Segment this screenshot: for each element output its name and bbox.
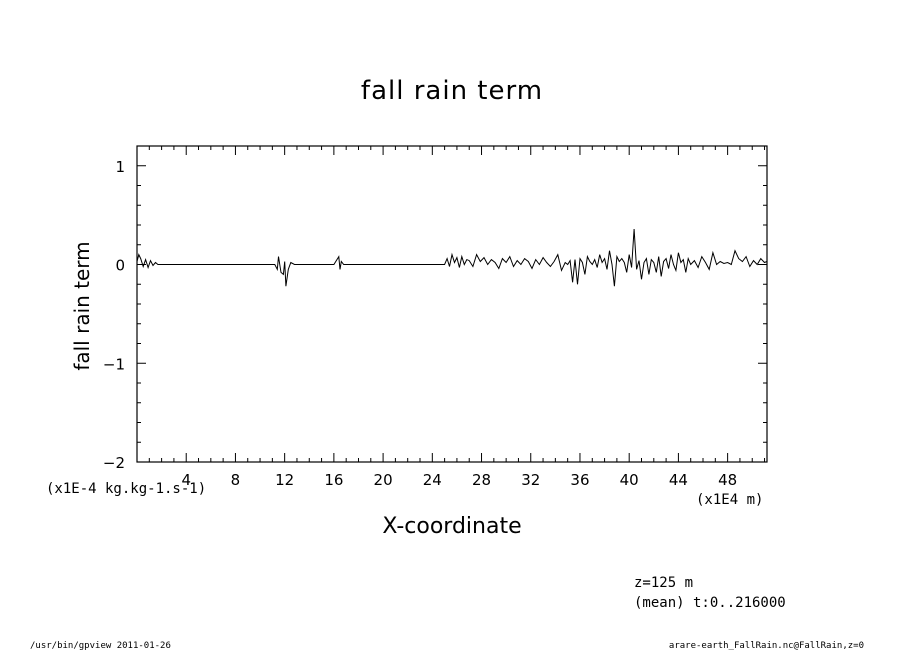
tick-labels: 4 8 12 16 20 24 28 32 36 40 44 48−2−101: [103, 158, 737, 489]
x-tick-label: 48: [718, 471, 737, 489]
y-tick-label: 0: [115, 257, 125, 275]
axis-ticks: [137, 146, 767, 463]
chart-title: fall rain term: [360, 76, 544, 106]
y-tick-label: −2: [103, 454, 125, 472]
x-tick-label: 24: [423, 471, 442, 489]
x-axis-unit: (x1E4 m): [696, 492, 764, 508]
footer-program-date: /usr/bin/gpview 2011-01-26: [30, 641, 171, 651]
y-tick-label: −1: [103, 355, 125, 373]
x-tick-label: 20: [374, 471, 393, 489]
plot-border: [136, 145, 768, 463]
series-line-0: [136, 228, 768, 287]
x-tick-label: 12: [275, 471, 294, 489]
x-tick-label: 32: [521, 471, 540, 489]
y-axis-unit: (x1E-4 kg.kg-1.s-1): [46, 481, 207, 497]
x-tick-label: 4: [181, 471, 191, 489]
meta-z-level: z=125 m: [634, 575, 694, 591]
x-tick-label: 8: [231, 471, 241, 489]
y-axis-label: fall rain term: [70, 241, 94, 371]
x-axis-label: X-coordinate: [382, 514, 522, 539]
series-group: [136, 228, 768, 287]
footer-source-file: arare-earth_FallRain.nc@FallRain,z=0: [668, 641, 864, 651]
x-tick-label: 36: [570, 471, 589, 489]
y-tick-label: 1: [115, 158, 125, 176]
x-tick-label: 16: [324, 471, 343, 489]
plot-frame: [136, 145, 768, 463]
x-tick-label: 40: [620, 471, 639, 489]
meta-time-range: (mean) t:0..216000: [634, 595, 786, 611]
x-tick-label: 28: [472, 471, 491, 489]
x-tick-label: 44: [669, 471, 688, 489]
